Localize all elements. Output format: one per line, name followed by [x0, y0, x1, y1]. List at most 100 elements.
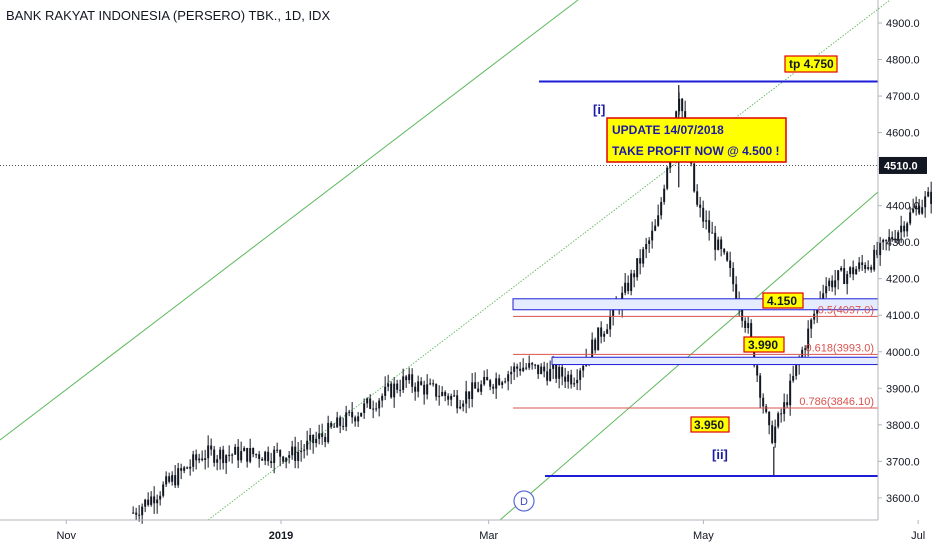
candle-body [711, 232, 714, 234]
candle-body [762, 397, 765, 407]
candle-body [570, 374, 573, 385]
candle-body [822, 293, 825, 299]
candle-body [480, 384, 483, 392]
candle-body [459, 406, 462, 409]
candle-body [714, 232, 717, 250]
candle-body [789, 380, 792, 406]
fib-label: 0.618(3993.0) [806, 342, 875, 354]
candle-body [909, 212, 912, 224]
wave-d-marker: D [513, 490, 535, 512]
candle-body [837, 270, 840, 281]
candle-body [186, 467, 189, 469]
candle-body [735, 284, 738, 301]
candle-body [432, 383, 435, 385]
candle-body [582, 365, 585, 371]
candle-body [420, 381, 423, 385]
candle-body [405, 376, 408, 381]
candle-body [342, 425, 345, 427]
candle-body [300, 450, 303, 453]
tp-label: tp 4.750 [784, 55, 838, 73]
candle-body [153, 496, 156, 504]
candle-body [264, 451, 267, 461]
candle-body [303, 449, 306, 451]
candle-body [306, 440, 309, 450]
candle-body [558, 367, 561, 379]
wave-label-i: [i] [593, 102, 605, 117]
candle-body [882, 239, 885, 243]
candle-body [204, 458, 207, 461]
candle-body [231, 454, 234, 456]
candle-body [729, 260, 732, 269]
candle-body [771, 425, 774, 443]
candle-body [927, 191, 930, 197]
candle-body [795, 365, 798, 376]
candle-body [774, 426, 777, 443]
candle-body [243, 448, 246, 452]
candle-body [924, 196, 927, 208]
candle-body [348, 411, 351, 413]
y-tick-label: 4200.0 [886, 274, 920, 286]
candle-body [699, 204, 702, 208]
candle-body [447, 395, 450, 400]
candle-body [897, 232, 900, 241]
candle-body [702, 207, 705, 222]
candle-body [351, 411, 354, 418]
candle-body [510, 371, 513, 375]
candle-body [780, 413, 783, 415]
candle-body [402, 376, 405, 390]
candle-body [627, 282, 630, 292]
candle-body [198, 458, 201, 461]
candle-body [663, 188, 666, 202]
candle-body [456, 395, 459, 409]
candle-body [156, 499, 159, 504]
candle-body [309, 435, 312, 441]
candle-body [249, 448, 252, 462]
candle-body [765, 406, 768, 412]
candle-body [744, 320, 747, 328]
candle-body [495, 378, 498, 389]
candle-body [345, 412, 348, 427]
candle-body [546, 371, 549, 381]
candle-body [183, 467, 186, 471]
candle-body [174, 475, 177, 486]
candle-body [609, 315, 612, 330]
candle-body [330, 422, 333, 427]
fib-label: 0.5(4097.0) [818, 304, 874, 316]
candle-body [318, 433, 321, 439]
candle-body [528, 363, 531, 368]
candle-body [861, 262, 864, 265]
x-tick-label: May [693, 530, 714, 542]
candle-body [423, 384, 426, 395]
candle-body [339, 417, 342, 426]
level-3950-label: 3.950 [690, 416, 730, 433]
candle-body [501, 382, 504, 385]
channel-upper-line [0, 0, 579, 441]
candle-body [846, 274, 849, 284]
candle-body [804, 348, 807, 350]
candle-body [213, 449, 216, 463]
candle-body [810, 319, 813, 329]
candle-body [594, 339, 597, 351]
candle-body [201, 458, 204, 461]
candle-body [606, 329, 609, 334]
candle-body [807, 328, 810, 349]
candle-body [171, 475, 174, 482]
candle-body [393, 383, 396, 398]
candle-body [321, 433, 324, 437]
candle-body [132, 512, 135, 514]
candle-body [768, 411, 771, 426]
candle-body [903, 225, 906, 232]
candle-body [357, 416, 360, 422]
candle-body [759, 375, 762, 398]
y-tick-label: 3900.0 [886, 383, 920, 395]
candle-body [660, 201, 663, 216]
x-tick-label: Nov [56, 530, 76, 542]
wave-label-ii: [ii] [712, 447, 728, 462]
level-4150-text: 4.150 [767, 294, 797, 308]
chart-title: BANK RAKYAT INDONESIA (PERSERO) TBK., 1D… [6, 8, 330, 23]
candle-body [603, 333, 606, 337]
candle-body [891, 237, 894, 240]
candle-body [165, 476, 168, 485]
candle-body [888, 237, 891, 241]
candle-body [867, 267, 870, 270]
